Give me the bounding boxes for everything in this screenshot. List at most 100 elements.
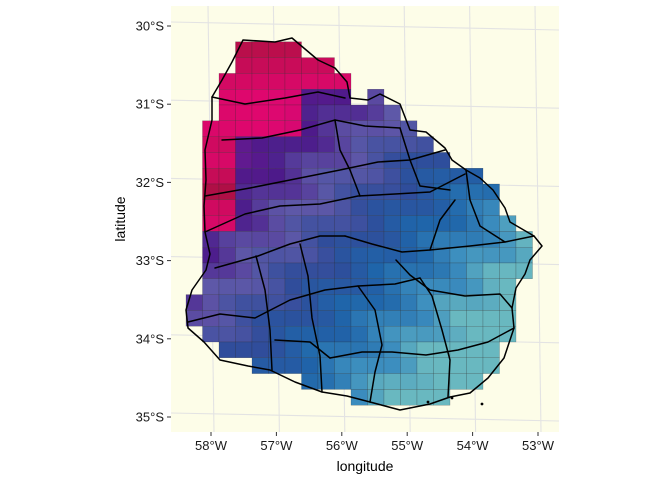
raster-cell-282: [383, 326, 401, 343]
raster-cell-163: [383, 231, 401, 248]
raster-cell-30: [268, 104, 286, 121]
raster-cell-143: [367, 215, 385, 232]
department-boundary-13: [329, 327, 515, 359]
raster-cell-68: [251, 152, 269, 169]
raster-cell-16: [317, 73, 335, 90]
raster-cell-108: [383, 183, 401, 200]
raster-cell-107: [367, 183, 385, 200]
raster-cell-184: [400, 247, 418, 264]
raster-cell-62: [383, 136, 401, 153]
raster-cell-12: [251, 73, 269, 90]
raster-cell-205: [416, 262, 434, 279]
raster-cell-1: [251, 41, 269, 58]
raster-cell-99: [235, 183, 253, 200]
raster-cell-182: [367, 247, 385, 264]
raster-cell-36: [367, 104, 385, 121]
raster-cell-318: [433, 357, 451, 374]
department-boundary-9: [299, 243, 323, 393]
raster-cell-307: [251, 357, 269, 374]
raster-cell-198: [301, 262, 319, 279]
raster-cell-232: [202, 294, 220, 311]
raster-cell-332: [466, 373, 484, 390]
raster-cell-222: [367, 278, 385, 295]
raster-cell-29: [251, 104, 269, 121]
department-boundary-0: [211, 91, 346, 105]
raster-cell-273: [235, 326, 253, 343]
raster-cell-309: [284, 357, 302, 374]
raster-cell-144: [383, 215, 401, 232]
raster-cell-156: [268, 231, 286, 248]
raster-cell-109: [400, 183, 418, 200]
raster-cell-256: [268, 310, 286, 327]
raster-cell-32: [301, 104, 319, 121]
raster-cell-196: [268, 262, 286, 279]
raster-cell-95: [449, 168, 467, 185]
raster-cell-155: [251, 231, 269, 248]
raster-cell-160: [334, 231, 352, 248]
raster-cell-89: [350, 168, 368, 185]
raster-cell-96: [466, 168, 484, 185]
raster-cell-278: [317, 326, 335, 343]
raster-cell-5: [251, 57, 269, 74]
raster-cell-279: [334, 326, 352, 343]
raster-cell-173: [218, 247, 236, 264]
department-boundary-14: [274, 339, 331, 359]
raster-cell-227: [449, 278, 467, 295]
raster-cell-206: [433, 262, 451, 279]
raster-cell-216: [268, 278, 286, 295]
raster-cell-142: [350, 215, 368, 232]
raster-cell-21: [268, 89, 286, 106]
island-2: [450, 396, 454, 400]
raster-cell-2: [268, 41, 286, 58]
x-tick-label: 53°W: [522, 438, 555, 453]
y-axis-title: latitude: [112, 196, 128, 241]
raster-cell-161: [350, 231, 368, 248]
raster-cell-58: [317, 136, 335, 153]
raster-cell-79: [433, 152, 451, 169]
raster-cell-331: [449, 373, 467, 390]
raster-cell-179: [317, 247, 335, 264]
raster-cell-121: [301, 199, 319, 216]
raster-cell-245: [416, 294, 434, 311]
raster-cell-66: [218, 152, 236, 169]
raster-cell-210: [499, 262, 517, 279]
raster-cell-234: [235, 294, 253, 311]
raster-cell-26: [367, 89, 385, 106]
raster-cell-240: [334, 294, 352, 311]
raster-cell-172: [202, 247, 220, 264]
raster-cell-123: [334, 199, 352, 216]
raster-cell-90: [367, 168, 385, 185]
raster-cell-139: [301, 215, 319, 232]
raster-cell-154: [235, 231, 253, 248]
raster-cell-4: [235, 57, 253, 74]
raster-cell-199: [317, 262, 335, 279]
y-tick-label: 31°S: [136, 97, 165, 112]
raster-cell-269: [482, 310, 500, 327]
raster-cell-211: [515, 262, 533, 279]
raster-cell-116: [218, 199, 236, 216]
raster-cell-181: [350, 247, 368, 264]
raster-cell-313: [350, 357, 368, 374]
raster-cell-145: [400, 215, 418, 232]
raster-cell-202: [367, 262, 385, 279]
raster-cell-197: [284, 262, 302, 279]
raster-cell-8: [301, 57, 319, 74]
raster-cell-15: [301, 73, 319, 90]
raster-cell-291: [235, 341, 253, 358]
raster-cell-280: [350, 326, 368, 343]
raster-cell-13: [268, 73, 286, 90]
raster-cell-217: [284, 278, 302, 295]
department-boundary-10: [187, 277, 421, 323]
raster-cells: [185, 41, 533, 406]
raster-cell-104: [317, 183, 335, 200]
raster-cell-125: [367, 199, 385, 216]
raster-cell-316: [400, 357, 418, 374]
raster-cell-258: [301, 310, 319, 327]
raster-cell-71: [301, 152, 319, 169]
raster-cell-317: [416, 357, 434, 374]
raster-cell-7: [284, 57, 302, 74]
raster-cell-153: [218, 231, 236, 248]
department-boundary-3: [334, 119, 361, 197]
raster-cell-209: [482, 262, 500, 279]
x-tick-label: 58°W: [195, 438, 228, 453]
